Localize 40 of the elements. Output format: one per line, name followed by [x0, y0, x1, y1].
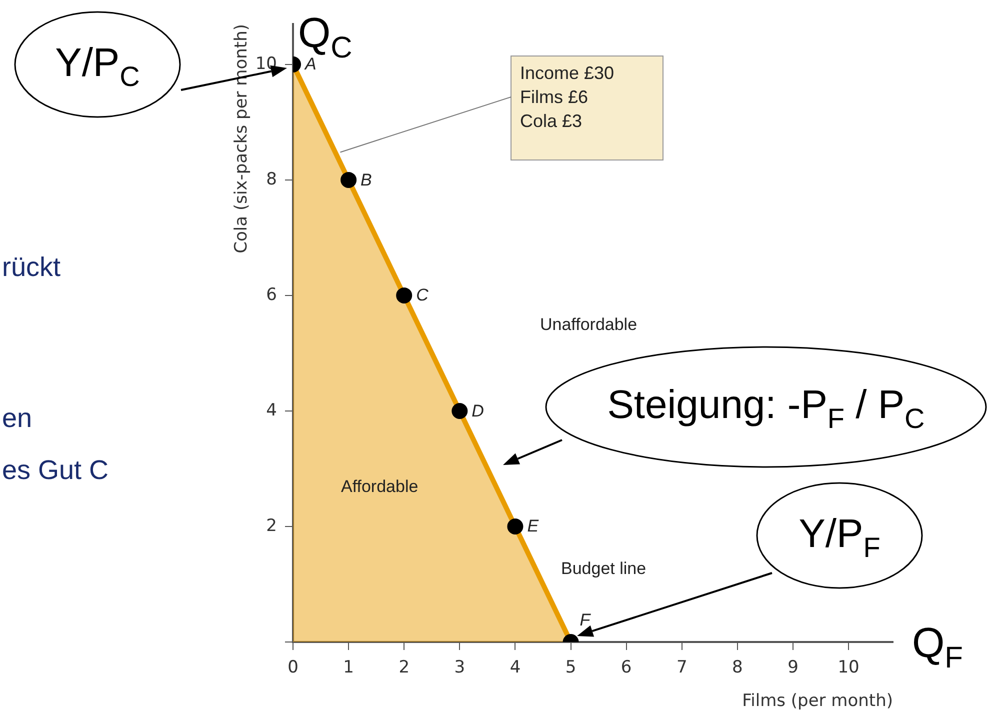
x-tick-label: 7 [676, 658, 688, 678]
x-axis-title: Films (per month) [742, 691, 893, 712]
annotation: E [527, 516, 539, 536]
annotation: A [305, 54, 316, 74]
y-tick-label: 4 [266, 400, 277, 420]
annotation: Steigung: -P$_{F}$ / P$_{C}$ [606, 383, 926, 435]
x-tick-label: 0 [288, 658, 298, 678]
point [396, 287, 412, 304]
y-tick-label: 8 [266, 169, 277, 190]
point [507, 518, 524, 534]
point [452, 402, 468, 419]
annotation: D [472, 401, 484, 420]
x-tick-label: 6 [620, 658, 632, 678]
x-tick-label: 5 [565, 658, 576, 678]
x-tick-label: 3 [454, 658, 466, 678]
annotation: Affordable [341, 477, 418, 496]
point [340, 172, 357, 188]
annotation: F [580, 610, 590, 630]
x-tick-label: 4 [510, 658, 521, 678]
annotation: Y/P$_{F}$ [798, 512, 882, 564]
annotation: Income £30 [520, 63, 614, 83]
annotation: Budget line [561, 559, 646, 578]
y-tick-label: 2 [266, 516, 277, 536]
annotation: Unaffordable [540, 315, 638, 334]
x-tick-label: 2 [398, 658, 410, 678]
y-axis-title: Cola (six-packs per month) [232, 24, 252, 254]
text: en [2, 403, 32, 433]
text: Y/P$_{C}$ [54, 40, 141, 92]
x-tick-label: 9 [788, 658, 798, 678]
text: Q$_{F}$ [912, 619, 963, 674]
x-tick-label: 10 [838, 658, 860, 678]
text: rückt [2, 252, 61, 282]
y-tick-label: 6 [266, 284, 277, 305]
text: es Gut C [2, 455, 109, 485]
x-tick-label: 1 [343, 658, 354, 678]
x-tick-label: 8 [732, 658, 743, 678]
annotation: Films £6 [520, 87, 588, 107]
annotation: Cola £3 [520, 111, 582, 131]
annotation: C [416, 286, 428, 305]
annotation: B [360, 170, 372, 190]
